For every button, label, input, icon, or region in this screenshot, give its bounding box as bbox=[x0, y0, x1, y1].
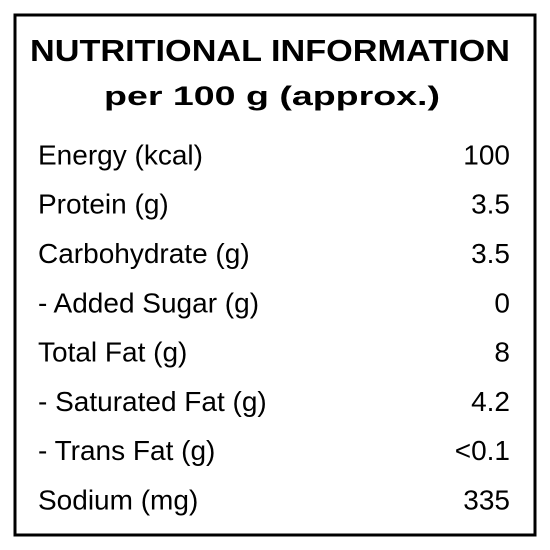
nutrient-value: 8 bbox=[494, 337, 510, 368]
nutrient-value: 3.5 bbox=[471, 189, 510, 220]
nutrient-name: Total Fat (g) bbox=[38, 337, 187, 368]
nutrient-name: - Trans Fat (g) bbox=[38, 435, 215, 466]
subtitle: per 100 g (approx.) bbox=[104, 81, 440, 111]
nutrient-value: 4.2 bbox=[471, 386, 510, 417]
nutrient-name: Carbohydrate (g) bbox=[38, 238, 250, 269]
nutrient-name: Energy (kcal) bbox=[38, 139, 203, 170]
nutrient-value: <0.1 bbox=[455, 435, 510, 466]
title: NUTRITIONAL INFORMATION bbox=[30, 33, 510, 68]
nutrient-name: Protein (g) bbox=[38, 189, 169, 220]
label-border bbox=[13, 13, 537, 537]
nutrient-value: 0 bbox=[494, 287, 510, 318]
nutrient-value: 3.5 bbox=[471, 238, 510, 269]
nutrient-name: Sodium (mg) bbox=[38, 484, 198, 515]
nutrient-value: 100 bbox=[463, 139, 510, 170]
nutrient-value: 335 bbox=[463, 484, 510, 515]
nutrient-name: - Saturated Fat (g) bbox=[38, 386, 267, 417]
nutrient-name: - Added Sugar (g) bbox=[38, 287, 259, 318]
